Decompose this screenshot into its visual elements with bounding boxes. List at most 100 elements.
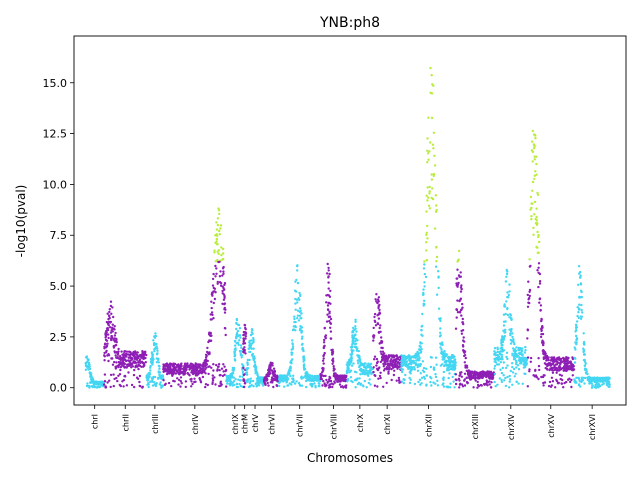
data-point xyxy=(434,382,437,385)
data-point xyxy=(422,375,426,379)
data-point xyxy=(426,224,429,228)
data-point xyxy=(372,370,375,374)
data-point xyxy=(223,373,226,376)
data-point xyxy=(523,351,526,354)
data-point xyxy=(537,364,541,368)
data-point xyxy=(462,339,465,342)
data-point xyxy=(135,364,138,367)
data-point xyxy=(84,368,88,371)
data-point xyxy=(605,383,609,387)
data-point xyxy=(257,382,260,385)
data-point xyxy=(462,349,465,352)
data-point xyxy=(498,377,501,380)
y-axis: 0.0 2.5 5.0 7.5 10.0 12.5 15.0 xyxy=(43,77,74,395)
data-point xyxy=(459,297,463,300)
data-point xyxy=(500,355,504,359)
data-point xyxy=(504,366,508,370)
data-point xyxy=(508,283,511,286)
data-point xyxy=(212,363,215,366)
data-point xyxy=(158,365,161,368)
data-point xyxy=(357,349,360,353)
data-point xyxy=(408,376,411,380)
data-point xyxy=(498,352,501,355)
data-point xyxy=(218,229,221,233)
data-point xyxy=(400,358,404,361)
data-point xyxy=(454,364,457,367)
data-point xyxy=(510,329,513,333)
data-point xyxy=(225,385,228,388)
data-point xyxy=(422,291,425,295)
data-point xyxy=(531,129,535,133)
data-point xyxy=(212,272,215,276)
data-point xyxy=(470,373,473,377)
data-point xyxy=(423,263,426,266)
data-point xyxy=(243,350,246,353)
data-point xyxy=(140,365,143,368)
data-point xyxy=(263,381,267,385)
data-point xyxy=(84,356,88,359)
data-point xyxy=(504,328,507,331)
data-point xyxy=(117,365,120,369)
data-point xyxy=(331,352,334,355)
data-point xyxy=(379,376,382,380)
data-point xyxy=(387,372,390,375)
data-point xyxy=(163,368,166,371)
data-point xyxy=(577,283,580,286)
data-point xyxy=(291,358,294,361)
data-point xyxy=(204,364,207,367)
data-point xyxy=(536,193,540,196)
data-point xyxy=(222,265,225,269)
data-point xyxy=(519,358,522,361)
data-point xyxy=(317,382,320,385)
data-point xyxy=(380,356,384,359)
data-point xyxy=(551,371,555,374)
data-point xyxy=(369,366,373,369)
data-point xyxy=(536,246,539,249)
data-point xyxy=(326,304,330,307)
data-point xyxy=(218,233,221,236)
data-point xyxy=(109,337,113,340)
data-point xyxy=(598,384,602,388)
data-point xyxy=(318,379,321,382)
data-point xyxy=(439,334,442,337)
data-point xyxy=(253,360,256,364)
data-point xyxy=(124,354,127,358)
data-point xyxy=(234,348,237,352)
data-point xyxy=(329,302,332,305)
data-point xyxy=(295,380,298,383)
series-chrI xyxy=(84,355,106,389)
data-point xyxy=(153,381,156,384)
data-point xyxy=(223,306,226,310)
data-point xyxy=(121,359,125,362)
data-point xyxy=(162,370,165,373)
data-point xyxy=(440,350,443,353)
data-point xyxy=(423,281,426,284)
data-point xyxy=(297,381,301,385)
data-point xyxy=(272,371,275,374)
data-point xyxy=(327,287,330,290)
data-point xyxy=(86,360,89,363)
data-point xyxy=(180,382,183,385)
data-point xyxy=(505,300,508,303)
data-point xyxy=(460,329,463,333)
data-point xyxy=(109,331,113,334)
data-point xyxy=(487,376,491,379)
data-point xyxy=(253,364,256,368)
data-point xyxy=(567,378,570,381)
data-point xyxy=(596,382,599,385)
data-point xyxy=(245,368,248,371)
data-point xyxy=(582,350,585,353)
data-point xyxy=(485,381,489,384)
data-point xyxy=(222,293,226,296)
data-point xyxy=(221,374,225,378)
data-point xyxy=(377,317,381,320)
data-point xyxy=(461,306,464,309)
data-point xyxy=(460,332,464,335)
data-point xyxy=(327,276,330,279)
data-point xyxy=(195,365,198,369)
data-point xyxy=(248,381,252,385)
data-point xyxy=(384,362,387,366)
data-point xyxy=(455,316,458,319)
data-point xyxy=(354,318,357,321)
